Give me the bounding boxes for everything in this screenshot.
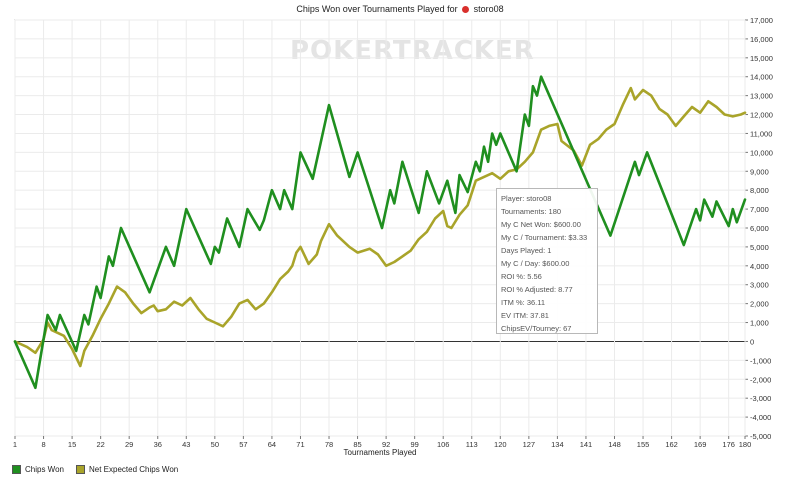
pokertracker-watermark: POKERTRACKER [290, 36, 535, 66]
y-tick-label: 7,000 [750, 205, 769, 214]
legend-swatch-chips-won [12, 464, 21, 474]
x-tick-label: 99 [410, 440, 418, 449]
y-tick-label: 2,000 [750, 300, 769, 309]
tooltip-row: ROI %: 5.56 [501, 272, 542, 281]
poker-chip-icon [462, 6, 470, 13]
tooltip-row: ChipsEV/Tourney: 67 [501, 324, 572, 333]
y-tick-label: 11,000 [750, 129, 772, 138]
series-line-chips-won [13, 75, 747, 390]
y-tick-label: -5,000 [750, 432, 771, 441]
y-tick-label: -2,000 [750, 375, 771, 384]
x-tick-label: 1 [13, 440, 17, 449]
x-tick-label: 8 [41, 440, 45, 449]
y-tick-label: 15,000 [750, 54, 773, 63]
x-tick-label: 155 [637, 440, 650, 449]
x-tick-label: 134 [551, 440, 564, 449]
tooltip-row: ROI % Adjusted: 8.77 [501, 285, 573, 294]
legend-item-net-expected[interactable]: Net Expected Chips Won [75, 464, 179, 474]
x-tick-label: 36 [154, 440, 162, 449]
y-tick-label: 16,000 [750, 35, 773, 44]
y-tick-label: 1,000 [750, 319, 769, 328]
y-tick-label: 14,000 [750, 73, 773, 82]
x-tick-label: 148 [608, 440, 621, 449]
y-tick-label: 5,000 [750, 243, 769, 252]
x-tick-label: 15 [68, 440, 76, 449]
y-tick-label: 9,000 [750, 167, 769, 176]
x-tick-label: 64 [268, 440, 276, 449]
chart-legend: Chips Won Net Expected Chips Won [12, 462, 788, 476]
y-tick-label: 4,000 [750, 262, 769, 271]
x-tick-label: 43 [182, 440, 190, 449]
y-tick-label: 13,000 [750, 92, 773, 101]
tooltip-row: My C Net Won: $600.00 [501, 220, 581, 229]
chart-title: Chips Won over Tournaments Played for st… [0, 4, 800, 14]
x-tick-label: 169 [694, 440, 707, 449]
tooltip-row: Player: storo08 [501, 194, 552, 203]
x-tick-label: 78 [325, 440, 333, 449]
x-tick-label: 120 [494, 440, 507, 449]
y-tick-label: 3,000 [750, 281, 769, 290]
x-tick-label: 127 [523, 440, 536, 449]
y-tick-label: -3,000 [750, 394, 771, 403]
x-tick-label: 85 [353, 440, 361, 449]
tooltip-row: Days Played: 1 [501, 246, 552, 255]
tooltip-row: Tournaments: 180 [501, 207, 562, 216]
legend-item-chips-won[interactable]: Chips Won [12, 464, 64, 474]
chart-title-player: storo08 [473, 4, 504, 14]
y-tick-label: 8,000 [750, 186, 769, 195]
x-tick-label: 71 [296, 440, 304, 449]
x-tick-label: 113 [466, 440, 478, 449]
x-tick-label: 176 [722, 440, 735, 449]
x-tick-label: 92 [382, 440, 390, 449]
x-tick-label: 57 [239, 440, 247, 449]
x-tick-label: 50 [211, 440, 219, 449]
y-tick-label: 10,000 [750, 148, 773, 157]
y-tick-label: -1,000 [750, 356, 771, 365]
x-tick-label: 22 [96, 440, 104, 449]
legend-label-chips-won: Chips Won [25, 464, 64, 474]
x-tick-label: 106 [437, 440, 450, 449]
series-line-net-expected [13, 86, 747, 368]
x-tick-label: 180 [739, 440, 752, 449]
x-tick-label: 29 [125, 440, 133, 449]
y-tick-label: 12,000 [750, 111, 773, 120]
tooltip-row: My C / Tournament: $3.33 [501, 233, 588, 242]
y-tick-label: 0 [750, 337, 754, 346]
x-axis-title: Tournaments Played [343, 448, 417, 457]
legend-label-net-expected: Net Expected Chips Won [88, 464, 179, 474]
x-tick-label: 141 [580, 440, 593, 449]
y-tick-label: -4,000 [750, 413, 771, 422]
y-tick-label: 17,000 [750, 16, 773, 25]
x-tick-label: 162 [665, 440, 678, 449]
chart-title-prefix: Chips Won over Tournaments Played for [296, 4, 458, 14]
stats-tooltip: Player: storo08 Tournaments: 180 My C Net … [496, 188, 598, 334]
legend-swatch-net-expected [75, 464, 85, 474]
tooltip-row: EV ITM: 37.81 [501, 311, 549, 320]
tooltip-row: ITM %: 36.11 [501, 298, 546, 307]
y-tick-label: 6,000 [750, 224, 769, 233]
tooltip-row: My C / Day: $600.00 [501, 259, 570, 268]
